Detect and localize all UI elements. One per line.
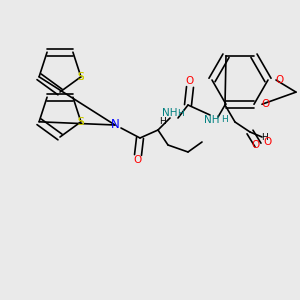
Text: H: H: [160, 118, 167, 127]
Text: H: H: [261, 133, 267, 142]
Text: O: O: [276, 75, 284, 85]
Text: O: O: [262, 99, 270, 109]
Text: S: S: [78, 117, 84, 127]
Text: S: S: [78, 117, 84, 127]
Text: O: O: [264, 137, 272, 147]
Text: O: O: [251, 140, 259, 150]
Text: H: H: [177, 109, 183, 118]
Text: NH: NH: [162, 108, 178, 118]
Text: O: O: [186, 76, 194, 86]
Text: H: H: [220, 116, 227, 124]
Text: O: O: [134, 155, 142, 165]
Text: N: N: [111, 118, 119, 131]
Text: S: S: [78, 72, 84, 82]
Text: S: S: [78, 72, 84, 82]
Text: NH: NH: [204, 115, 220, 125]
